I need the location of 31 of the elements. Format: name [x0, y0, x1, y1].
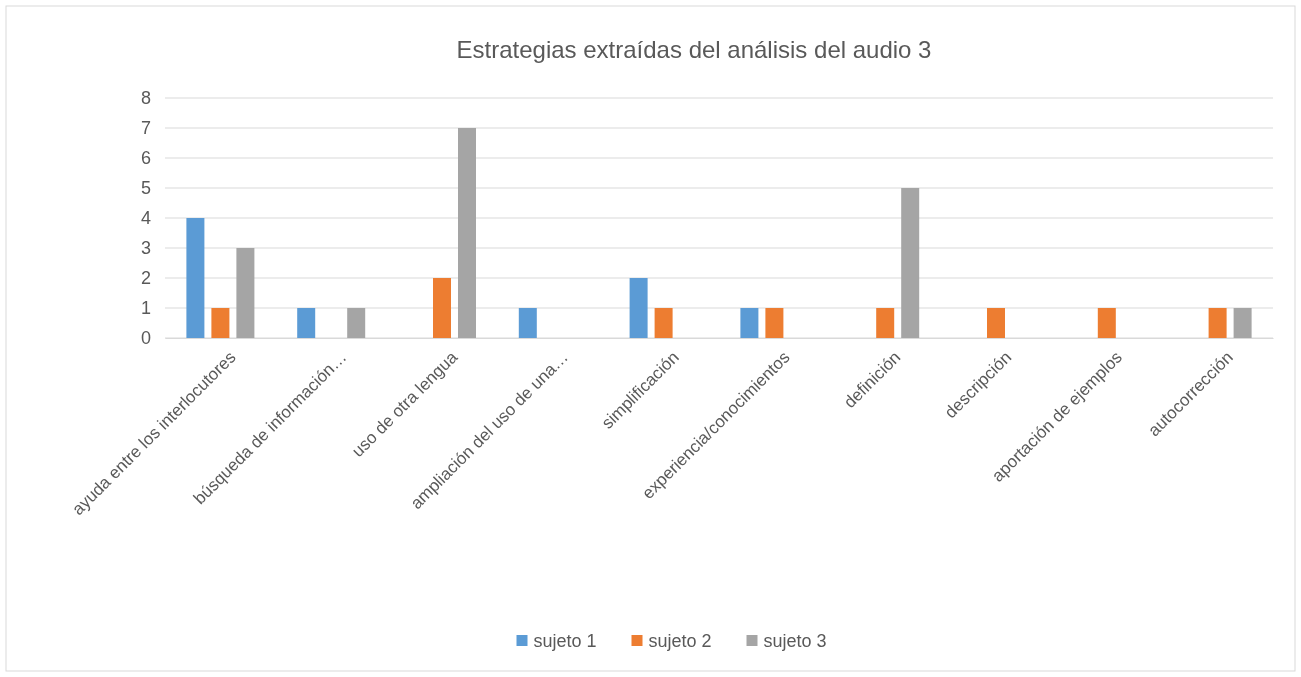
bar	[765, 308, 784, 338]
bar	[1233, 308, 1252, 338]
bar	[654, 308, 673, 338]
bar	[433, 278, 451, 338]
legend-label: sujeto 3	[763, 631, 827, 652]
bar	[297, 308, 316, 338]
bar	[236, 248, 255, 338]
y-tick-label: 1	[140, 298, 151, 319]
legend-label: sujeto 1	[533, 631, 597, 652]
bar	[740, 308, 759, 338]
bar	[876, 308, 895, 338]
bar	[901, 188, 920, 338]
bar	[629, 278, 648, 338]
y-tick-label: 7	[140, 118, 151, 139]
bar	[458, 128, 476, 338]
bar	[1097, 308, 1116, 338]
y-tick-label: 0	[140, 328, 151, 349]
bar	[347, 308, 366, 338]
bar	[186, 218, 205, 338]
y-tick-label: 3	[140, 238, 151, 259]
y-tick-label: 2	[140, 268, 151, 289]
bar	[987, 308, 1005, 338]
bar	[518, 308, 537, 338]
y-tick-label: 8	[140, 88, 151, 109]
chart-title: Estrategias extraídas del análisis del audio 3	[456, 36, 932, 63]
bar	[1208, 308, 1227, 338]
legend-label: sujeto 2	[648, 631, 712, 652]
y-tick-label: 6	[140, 148, 151, 169]
bar	[211, 308, 230, 338]
y-tick-label: 4	[140, 208, 151, 229]
y-tick-label: 5	[140, 178, 151, 199]
